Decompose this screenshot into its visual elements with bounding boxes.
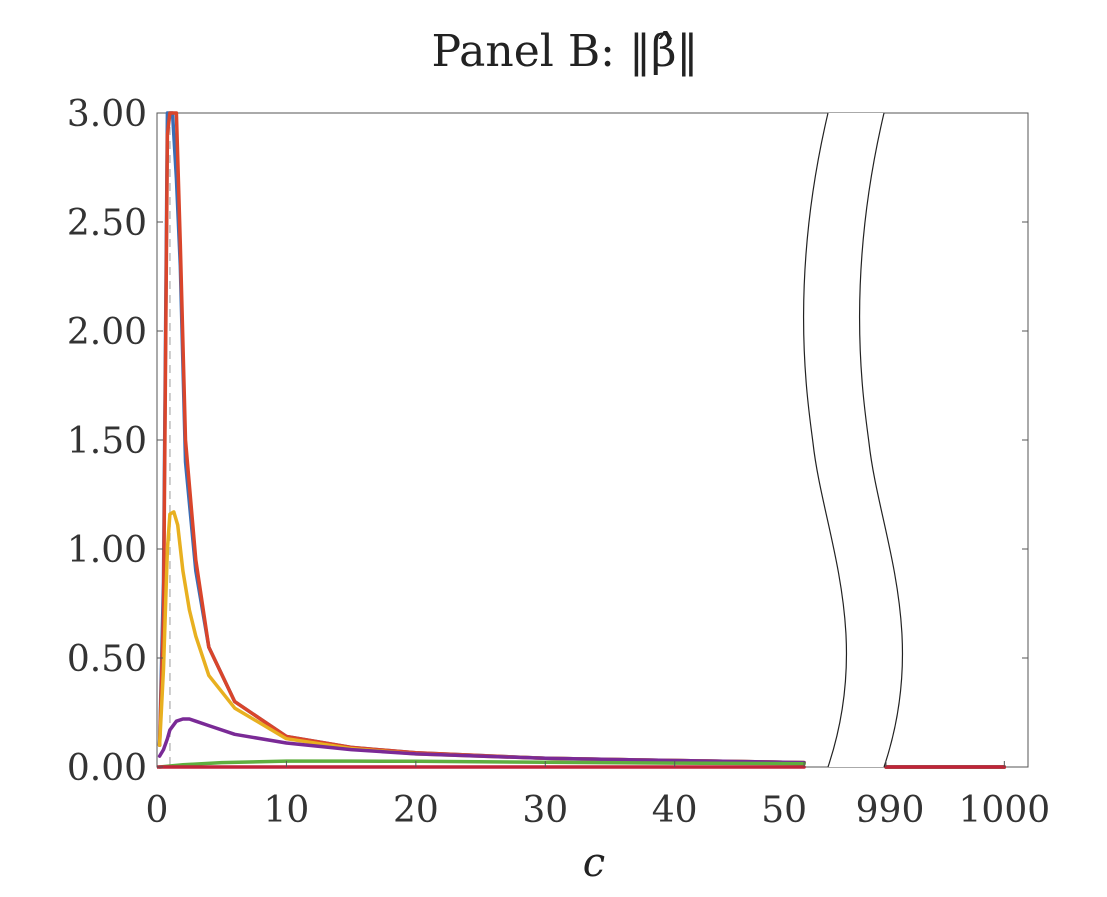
x-tick-label: 50	[761, 790, 807, 831]
series-line-3-segment-0	[157, 717, 806, 765]
y-tick-label: 0.50	[67, 639, 147, 680]
series-layer	[157, 111, 1007, 769]
x-tick-label: 40	[652, 790, 698, 831]
y-tick-label: 0.00	[67, 748, 147, 789]
series-line-4-segment-0	[157, 759, 806, 769]
x-tick-label: 10	[264, 790, 310, 831]
x-tick-label: 1000	[959, 790, 1051, 831]
axis-break	[802, 112, 904, 768]
series-line-0-segment-0	[157, 111, 806, 765]
series-line-2-segment-0	[157, 510, 806, 765]
y-tick-label: 2.00	[67, 312, 147, 353]
x-tick-label: 990	[856, 790, 925, 831]
x-tick-label: 0	[146, 790, 169, 831]
axis-break-line-0	[802, 112, 848, 768]
chart-title: Panel B: ‖β̂‖	[432, 26, 699, 77]
y-tick-label: 3.00	[67, 94, 147, 135]
ticks-layer: 0.00 0.50 1.00 1.50 2.00 2.50 3.00 0 10 20 30 40 50 9…	[67, 94, 1050, 831]
y-tick-label: 1.50	[67, 421, 147, 462]
x-tick-label: 30	[522, 790, 568, 831]
x-axis-label: c	[583, 840, 605, 886]
y-tick-label: 1.00	[67, 530, 147, 571]
series-line-1-segment-0	[157, 111, 806, 765]
axis-break-band	[803, 113, 903, 767]
x-tick-label: 20	[393, 790, 439, 831]
y-tick-label: 2.50	[67, 203, 147, 244]
axis-break-line-1	[858, 112, 904, 768]
